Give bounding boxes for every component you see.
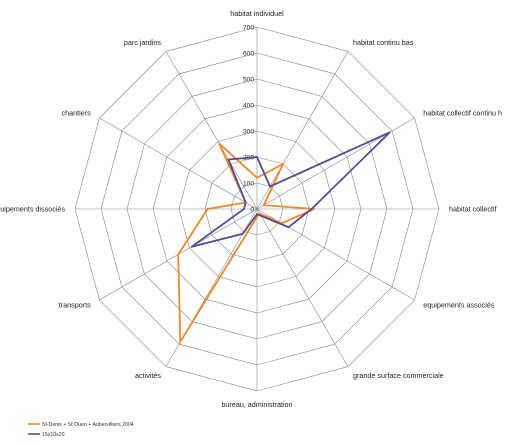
series-2-point — [310, 208, 313, 210]
series-1-point — [206, 208, 209, 210]
tick-label: 400 — [243, 102, 254, 109]
axis-label-layer: habitat individuel habitat continu bas hab… — [0, 9, 502, 409]
series-1-point — [262, 204, 265, 207]
series-1-point — [313, 208, 316, 210]
series-2-point — [388, 131, 391, 134]
series-1-point — [258, 212, 261, 215]
series-2-point — [256, 156, 258, 158]
tick-label: 500 — [243, 76, 254, 83]
series-2-point — [256, 213, 258, 216]
axis-label: habitat collectif continu h — [423, 109, 502, 118]
axis-label: bureau, administration — [221, 400, 292, 409]
tick-label: 0 — [250, 206, 254, 213]
series-1-point — [179, 340, 182, 343]
axis-label: habitat collectif — [449, 205, 497, 214]
axis-label: habitat individuel — [230, 9, 284, 18]
axis-label: equipements associés — [423, 301, 495, 310]
axis-label: parc jardins — [124, 38, 162, 47]
series-1-point — [282, 163, 284, 165]
spoke-line — [256, 208, 349, 367]
axis-label: activités — [135, 371, 161, 380]
tick-label: 600 — [243, 50, 254, 57]
series-1-point — [256, 215, 258, 218]
spoke-line — [165, 51, 258, 210]
axis-label: habitat continu bas — [353, 38, 414, 47]
series-layer — [177, 131, 391, 345]
series-2-point — [227, 158, 230, 161]
tick-label: 700 — [243, 24, 254, 31]
axis-label: transports — [59, 301, 91, 310]
series-1-point — [177, 253, 180, 256]
tick-label: 300 — [243, 128, 254, 135]
legend-label: 15x10x20 — [42, 432, 65, 438]
spoke-line — [99, 117, 258, 210]
series-2-point — [244, 201, 247, 204]
axis-label: chantiers — [62, 109, 92, 118]
series-1-point — [256, 176, 258, 179]
axis-label: grande surface commerciale — [353, 371, 444, 380]
series-2-point — [287, 226, 290, 229]
tick-label: 100 — [243, 180, 254, 187]
series-2-point — [190, 245, 193, 248]
series-2-point — [243, 208, 245, 210]
legend-label: St-Denis + St Ouen + Aubervilliers 2004 — [42, 422, 134, 428]
series-2-point — [241, 232, 244, 235]
series-1-point — [218, 142, 221, 145]
legend: St-Denis + St Ouen + Aubervilliers 2004 1… — [28, 422, 134, 438]
series-2-point — [260, 214, 262, 217]
axis-label: equipements dissociés — [0, 205, 65, 214]
series-2-point — [269, 185, 271, 188]
spoke-line — [256, 51, 349, 210]
grid-layer — [74, 26, 440, 392]
